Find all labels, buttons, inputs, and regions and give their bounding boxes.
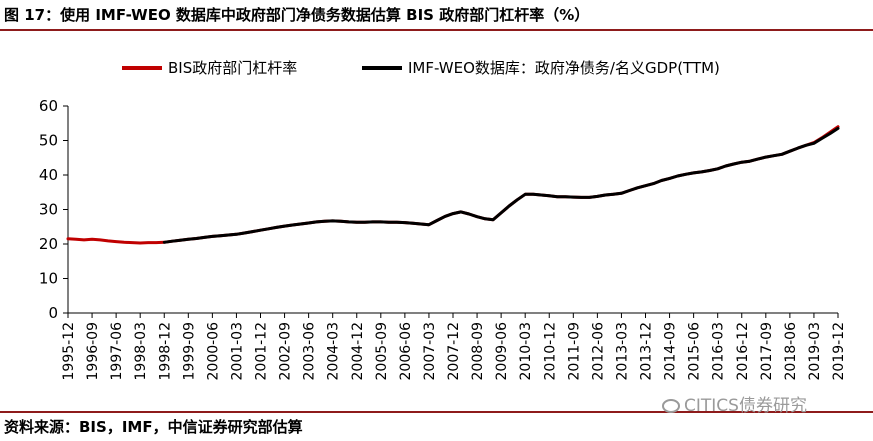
y-tick-label: 50 [39,132,58,150]
y-tick-label: 10 [39,270,58,288]
x-tick-label: 1995-12 [61,322,77,381]
watermark-text: CITICS债券研究 [684,396,807,416]
x-tick-label: 2010-03 [518,322,534,381]
x-tick-label: 2001-12 [254,322,270,381]
x-tick-label: 1997-06 [109,322,125,381]
figure-title: 图 17：使用 IMF-WEO 数据库中政府部门净债务数据估算 BIS 政府部门… [4,6,590,24]
x-tick-label: 2003-06 [302,322,318,381]
x-tick-label: 2017-09 [759,322,775,381]
y-tick-label: 30 [39,201,58,219]
y-axis: 60 50 40 30 20 10 0 [39,97,69,322]
x-tick-label: 2008-09 [470,322,486,381]
source-rule [0,411,873,413]
x-tick-label: 2014-09 [663,322,679,381]
x-tick-label: 1999-09 [181,322,197,381]
x-tick-label: 2001-03 [229,322,245,381]
x-tick-label: 2019-12 [831,322,847,381]
y-tick-label: 40 [39,166,58,184]
title-rule [0,29,873,31]
series-line-bis [66,125,840,245]
x-tick-label: 2015-06 [687,322,703,381]
x-tick-label: 2013-12 [639,322,655,381]
x-tick-label: 2000-06 [205,322,221,381]
y-tick-label: 0 [48,304,58,322]
series-line-imf [162,126,840,244]
x-tick-label: 2010-12 [542,322,558,381]
x-tick-label: 2007-12 [446,322,462,381]
x-tick-label: 2018-06 [783,322,799,381]
x-tick-label: 2016-12 [735,322,751,381]
x-tick-label: 2006-06 [398,322,414,381]
legend-label-bis: BIS政府部门杠杆率 [168,59,297,77]
x-tick-label: 2009-06 [494,322,510,381]
legend: BIS政府部门杠杆率 IMF-WEO数据库：政府净债务/名义GDP(TTM) [122,59,720,77]
x-tick-label: 2004-03 [326,322,342,381]
source-note: 资料来源：BIS，IMF，中信证券研究部估算 [4,418,303,436]
wechat-icon [662,399,680,413]
watermark: CITICS债券研究 [662,391,807,416]
series-layer [66,125,840,245]
x-tick-label: 2013-03 [614,322,630,381]
y-tick-label: 60 [39,97,58,115]
x-tick-label: 2011-09 [566,322,582,381]
legend-label-imf: IMF-WEO数据库：政府净债务/名义GDP(TTM) [408,59,720,77]
x-tick-label: 1996-09 [85,322,101,381]
x-tick-label: 2005-09 [374,322,390,381]
x-tick-label: 2019-03 [807,322,823,381]
x-tick-label: 2004-12 [350,322,366,381]
y-tick-label: 20 [39,235,58,253]
x-axis: 1995-12 1996-09 1997-06 1998-03 1998-12 1999-… [61,312,847,381]
x-tick-label: 1998-12 [157,322,173,381]
x-tick-label: 1998-03 [133,322,149,381]
x-tick-label: 2016-03 [711,322,727,381]
x-tick-label: 2012-06 [590,322,606,381]
x-tick-label: 2007-03 [422,322,438,381]
x-tick-label: 2002-09 [278,322,294,381]
